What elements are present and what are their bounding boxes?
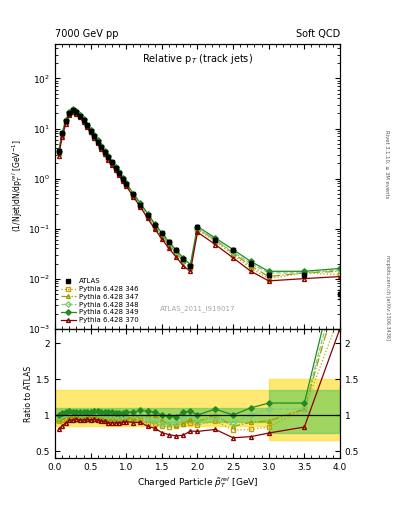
Text: ATLAS_2011_I919017: ATLAS_2011_I919017 [160,305,235,311]
Text: mcplots.cern.ch [arXiv:1306.3436]: mcplots.cern.ch [arXiv:1306.3436] [385,254,389,339]
X-axis label: Charged Particle $\tilde{p}_{T}^{rel}$ [GeV]: Charged Particle $\tilde{p}_{T}^{rel}$ [… [137,475,258,490]
Legend: ATLAS, Pythia 6.428 346, Pythia 6.428 347, Pythia 6.428 348, Pythia 6.428 349, P: ATLAS, Pythia 6.428 346, Pythia 6.428 34… [59,276,140,325]
Text: Rivet 3.1.10, ≥ 3M events: Rivet 3.1.10, ≥ 3M events [385,130,389,198]
Text: Relative p$_{T}$ (track jets): Relative p$_{T}$ (track jets) [142,52,253,66]
Y-axis label: (1/Njet)dN/dp$^{rel}_{T}$ [GeV$^{-1}$]: (1/Njet)dN/dp$^{rel}_{T}$ [GeV$^{-1}$] [10,140,25,232]
Text: Soft QCD: Soft QCD [296,29,340,39]
Text: 7000 GeV pp: 7000 GeV pp [55,29,119,39]
Y-axis label: Ratio to ATLAS: Ratio to ATLAS [24,366,33,421]
